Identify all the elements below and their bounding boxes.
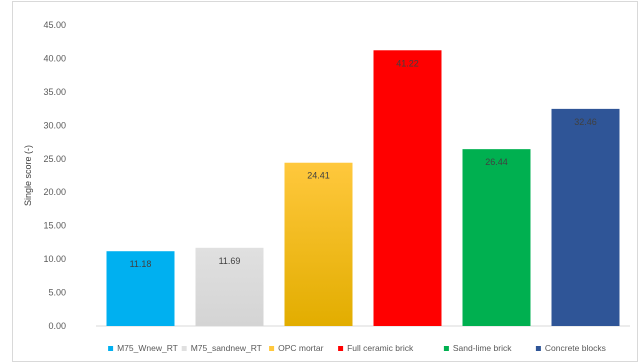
y-tick-label: 40.00 — [43, 53, 66, 63]
legend-label: M75_Wnew_RT — [117, 343, 178, 353]
y-tick-label: 35.00 — [43, 87, 66, 97]
legend-swatch — [108, 346, 114, 351]
data-label: 24.41 — [307, 171, 330, 181]
legend-swatch — [443, 346, 449, 351]
bar-1 — [106, 251, 175, 326]
y-tick-label: 10.00 — [43, 254, 66, 264]
legend-label: M75_sandnew_RT — [191, 343, 262, 353]
y-tick-label: 15.00 — [43, 221, 66, 231]
bar-6 — [551, 108, 620, 327]
legend-label: OPC mortar — [278, 343, 324, 353]
y-tick-label: 45.00 — [43, 20, 66, 30]
y-tick-label: 25.00 — [43, 154, 66, 164]
legend-swatch — [269, 346, 275, 351]
legend-label: Full ceramic brick — [347, 343, 414, 353]
bar-2 — [195, 247, 264, 326]
legend-swatch — [338, 346, 344, 351]
y-tick-label: 30.00 — [43, 120, 66, 130]
data-labels: 11.18 11.69 24.41 41.22 26.44 32.46 — [130, 58, 597, 269]
chart-area — [12, 1, 638, 362]
y-axis: 0.00 5.00 10.00 15.00 20.00 25.00 30.00 35.00 40… — [43, 20, 66, 331]
legend-swatch — [535, 346, 541, 351]
data-label: 32.46 — [574, 117, 597, 127]
data-label: 11.18 — [130, 259, 152, 269]
y-tick-label: 0.00 — [48, 321, 66, 331]
bars — [106, 50, 620, 327]
data-label: 26.44 — [485, 157, 508, 167]
legend-swatch — [181, 346, 187, 351]
legend-label: Concrete blocks — [545, 343, 606, 353]
bar-4 — [373, 50, 442, 327]
bar-5 — [462, 149, 531, 326]
y-tick-label: 20.00 — [43, 187, 66, 197]
data-label: 11.69 — [219, 256, 241, 266]
legend-label: Sand-lime brick — [453, 343, 512, 353]
y-axis-title: Single score (-) — [23, 145, 33, 206]
data-label: 41.22 — [396, 58, 419, 68]
legend: M75_Wnew_RT M75_sandnew_RT OPC mortar Full … — [108, 343, 606, 353]
y-tick-label: 5.00 — [48, 288, 66, 298]
bar-3 — [284, 162, 353, 326]
